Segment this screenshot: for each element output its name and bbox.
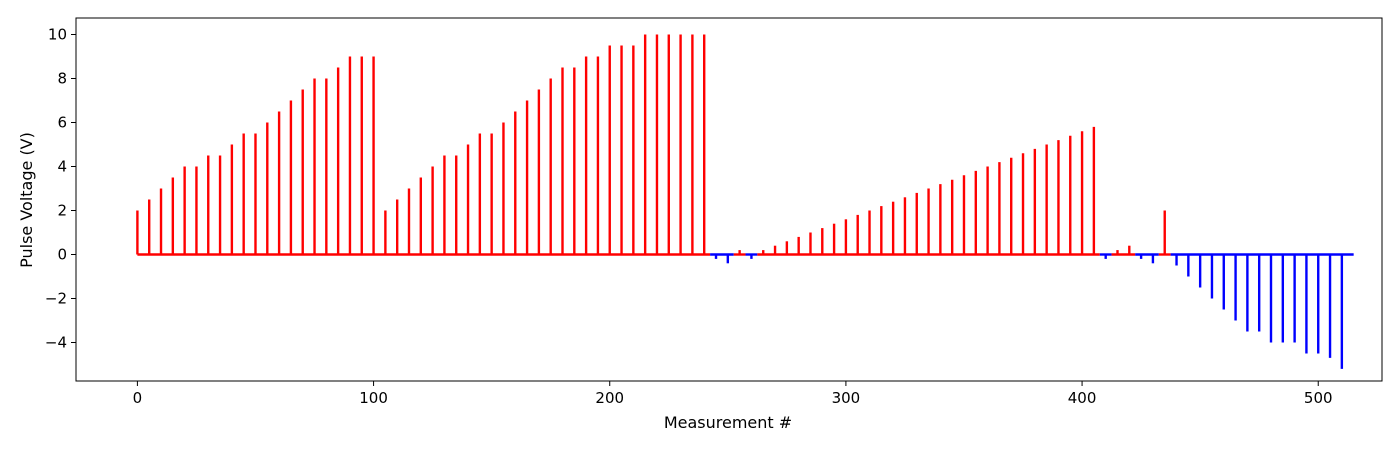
plot-frame xyxy=(75,17,1383,382)
y-tick-label: −2 xyxy=(45,290,67,308)
chart-marks xyxy=(136,34,1354,369)
x-tick-label: 500 xyxy=(1304,389,1333,407)
y-tick-label: −4 xyxy=(45,334,67,352)
x-tick-label: 400 xyxy=(1068,389,1097,407)
y-tick-label: 0 xyxy=(57,246,67,264)
y-axis-label: Pulse Voltage (V) xyxy=(17,132,36,268)
chart-axes: 0 100 200 300 400 500 −4 −2 0 2 4 6 8 10 xyxy=(45,17,1383,407)
y-tick-label: 8 xyxy=(57,70,67,88)
y-tick-label: 10 xyxy=(48,26,67,44)
x-tick-label: 300 xyxy=(832,389,861,407)
y-tick-label: 4 xyxy=(57,158,67,176)
x-tick-label: 0 xyxy=(133,389,143,407)
y-tick-label: 2 xyxy=(57,202,67,220)
y-tick-label: 6 xyxy=(57,114,67,132)
x-tick-label: 100 xyxy=(359,389,388,407)
x-tick-label: 200 xyxy=(595,389,624,407)
x-axis-label: Measurement # xyxy=(664,413,792,432)
